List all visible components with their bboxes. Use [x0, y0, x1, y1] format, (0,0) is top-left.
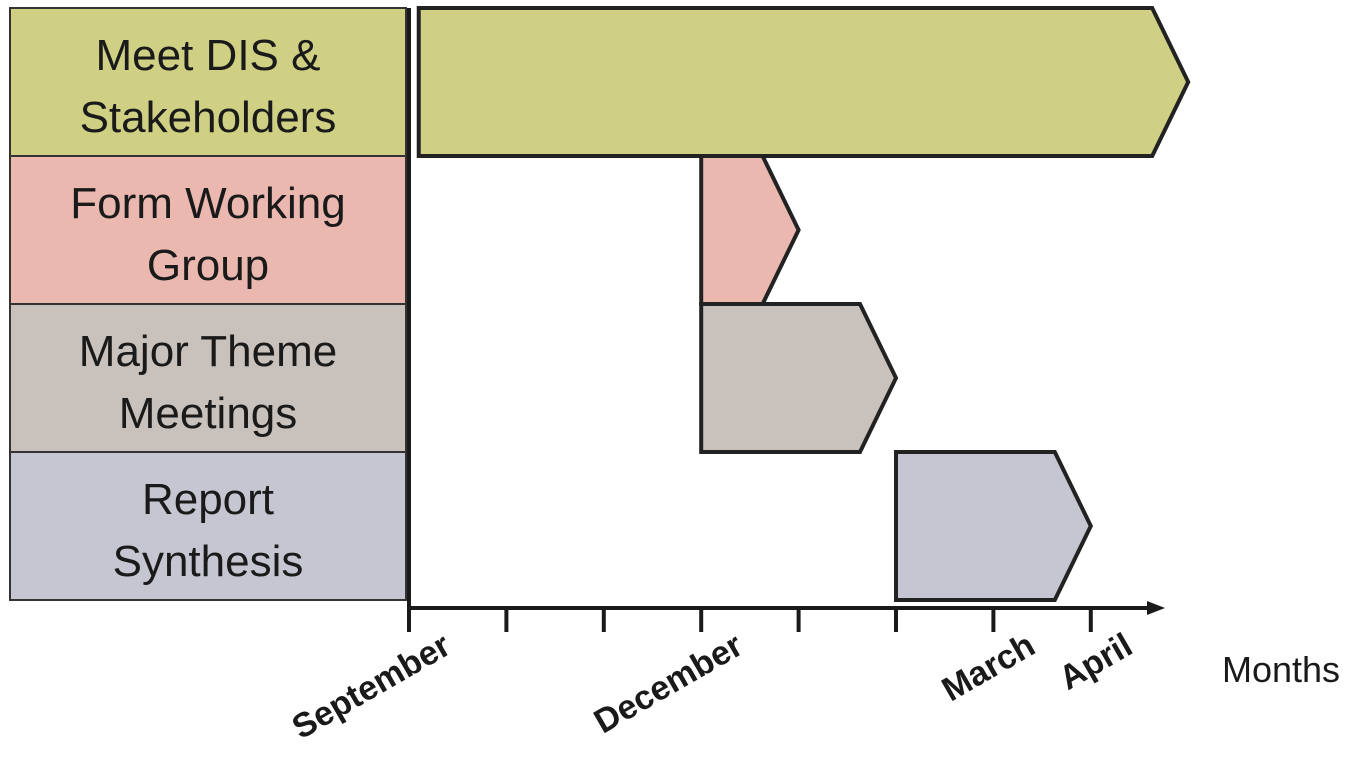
x-axis-ticks: September December March April [286, 608, 1139, 747]
x-tick-label: April [1053, 626, 1139, 698]
task-label-cell [9, 155, 407, 305]
x-tick-label: December [588, 626, 749, 741]
task-label: Form Working Group [70, 179, 345, 290]
task-label-cell [9, 7, 407, 157]
x-axis-arrowhead [1147, 601, 1165, 615]
task-label-cell [9, 303, 407, 453]
task-bar [699, 302, 899, 454]
x-tick-label: September [286, 626, 457, 747]
task-bar [894, 450, 1094, 602]
task-bars [416, 6, 1191, 602]
task-label-column: Meet DIS & Stakeholders Form Working Group M… [9, 7, 407, 601]
x-axis-title: Months [1222, 649, 1340, 690]
task-label-cell [9, 451, 407, 601]
x-tick-label: March [936, 626, 1042, 709]
task-label: Major Theme Meetings [79, 327, 337, 438]
task-label: Report Synthesis [113, 475, 304, 586]
task-bar [416, 6, 1191, 158]
task-bar [699, 154, 801, 306]
task-label: Meet DIS & Stakeholders [80, 31, 337, 142]
time-axis [407, 8, 1165, 615]
